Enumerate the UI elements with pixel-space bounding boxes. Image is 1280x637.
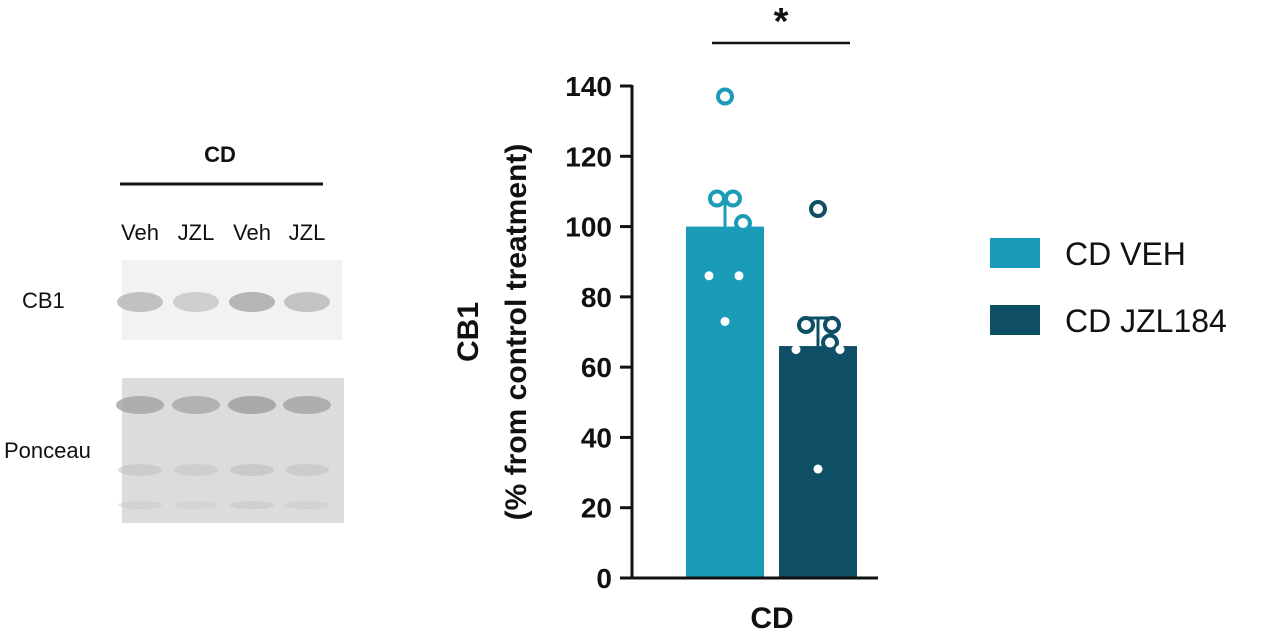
x-axis-label: CD	[750, 602, 793, 635]
ponceau-band	[285, 464, 329, 476]
ponceau-band	[230, 501, 274, 509]
ponceau-band	[230, 464, 274, 476]
y-tick-label: 100	[565, 212, 612, 243]
y-axis-title: CB1 (% from control treatment)	[452, 144, 533, 521]
legend: CD VEH CD JZL184	[990, 236, 1227, 339]
data-point	[704, 271, 714, 281]
ponceau-band	[116, 396, 164, 414]
bar	[686, 226, 764, 579]
y-tick-label: 60	[581, 352, 612, 383]
ponceau-band	[285, 501, 329, 509]
ponceau-band	[172, 396, 220, 414]
blot-lane-label: Veh	[121, 220, 159, 245]
y-axis-sublabel: (% from control treatment)	[500, 144, 533, 521]
blot-row-label-cb1: CB1	[22, 288, 65, 313]
blot-lane-labels: Veh JZL Veh JZL	[121, 220, 325, 245]
blot-ponceau-bands	[116, 396, 331, 509]
legend-label-veh: CD VEH	[1065, 236, 1186, 272]
legend-label-jzl184: CD JZL184	[1065, 303, 1227, 339]
ponceau-band	[174, 501, 218, 509]
blot-group-label: CD	[204, 142, 236, 167]
data-point	[708, 189, 726, 208]
legend-swatch-veh	[990, 238, 1040, 268]
ponceau-band	[228, 396, 276, 414]
cb1-band	[284, 292, 330, 312]
y-tick-label: 20	[581, 493, 612, 524]
blot-lane-label: JZL	[178, 220, 215, 245]
bars	[686, 226, 857, 579]
data-point	[734, 214, 752, 233]
data-point	[720, 316, 730, 326]
data-point	[823, 315, 841, 334]
data-point	[724, 189, 742, 208]
ponceau-band	[118, 464, 162, 476]
data-point	[797, 315, 815, 334]
blot-lane-label: JZL	[289, 220, 326, 245]
bar-chart: 0 20 40 60 80 100 120 140 CD CB1 (% from contro…	[452, 1, 878, 635]
blot-row-label-ponceau: Ponceau	[4, 438, 91, 463]
ponceau-band	[174, 464, 218, 476]
ponceau-band	[118, 501, 162, 509]
significance-star: *	[774, 1, 789, 43]
y-tick-label: 40	[581, 422, 612, 453]
significance-marker: *	[712, 1, 850, 45]
blot-panel: CD Veh JZL Veh JZL CB1 Ponceau	[4, 142, 344, 523]
blot-lane-label: Veh	[233, 220, 271, 245]
y-axis: 0 20 40 60 80 100 120 140	[565, 71, 634, 594]
data-point	[821, 333, 839, 352]
cb1-band	[117, 292, 163, 312]
y-tick-label: 120	[565, 141, 612, 172]
y-tick-label: 80	[581, 282, 612, 313]
data-point	[791, 345, 801, 355]
blot-cb1-bands	[117, 292, 330, 312]
data-point	[716, 87, 734, 106]
ponceau-band	[283, 396, 331, 414]
data-points	[704, 87, 845, 474]
data-point	[813, 464, 823, 474]
y-tick-label: 140	[565, 71, 612, 102]
cb1-band	[173, 292, 219, 312]
bar	[779, 346, 857, 578]
data-point	[809, 200, 827, 218]
cb1-band	[229, 292, 275, 312]
data-point	[835, 345, 845, 355]
legend-swatch-jzl184	[990, 305, 1040, 335]
y-axis-label: CB1	[452, 302, 485, 362]
data-point	[734, 271, 744, 281]
y-tick-label: 0	[596, 563, 612, 594]
